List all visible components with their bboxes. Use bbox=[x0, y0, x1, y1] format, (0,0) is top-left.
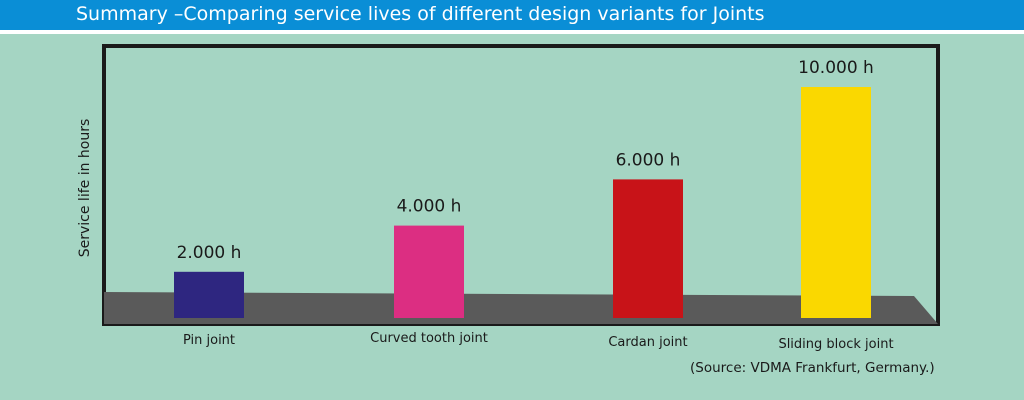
category-label-3: Sliding block joint bbox=[778, 337, 893, 352]
bar-value-label-2: 6.000 h bbox=[616, 150, 681, 170]
chart-floor bbox=[104, 292, 938, 324]
y-axis-label: Service life in hours bbox=[77, 119, 93, 258]
bar-2 bbox=[613, 179, 683, 318]
bar-1 bbox=[394, 225, 464, 318]
bar-value-label-3: 10.000 h bbox=[798, 58, 874, 78]
category-label-1: Curved tooth joint bbox=[370, 331, 488, 346]
bar-0 bbox=[174, 271, 244, 318]
bar-3 bbox=[801, 87, 871, 318]
header-banner: Summary –Comparing service lives of diff… bbox=[0, 0, 1024, 30]
bars-group: 2.000 h Pin joint 4.000 h Curved tooth join… bbox=[174, 58, 894, 352]
source-note: (Source: VDMA Frankfurt, Germany.) bbox=[690, 360, 935, 376]
category-label-0: Pin joint bbox=[183, 333, 235, 348]
bar-value-label-0: 2.000 h bbox=[177, 243, 242, 263]
page-title: Summary –Comparing service lives of diff… bbox=[76, 3, 765, 25]
bar-value-label-1: 4.000 h bbox=[397, 197, 462, 217]
category-label-2: Cardan joint bbox=[608, 335, 687, 350]
header-divider bbox=[0, 30, 1024, 34]
